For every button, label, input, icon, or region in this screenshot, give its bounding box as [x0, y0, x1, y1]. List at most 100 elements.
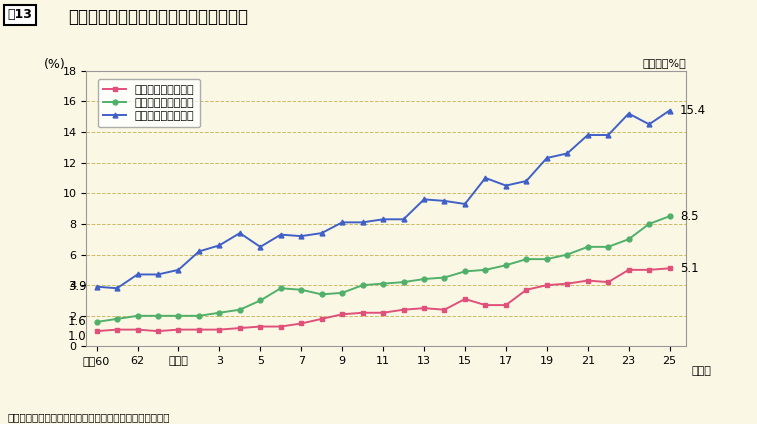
民間企業の部長相当 [297, 321, 306, 326]
Text: 図13: 図13 [8, 8, 33, 22]
民間企業の課長相当 [338, 290, 347, 296]
民間企業の係長相当 [522, 179, 531, 184]
民間企業の課長相当 [113, 316, 122, 321]
民間企業の部長相当 [256, 324, 265, 329]
民間企業の係長相当 [358, 220, 367, 225]
民間企業の係長相当 [440, 198, 449, 204]
民間企業の課長相当 [440, 275, 449, 280]
民間企業の部長相当 [133, 327, 142, 332]
Line: 民間企業の課長相当: 民間企業の課長相当 [94, 214, 672, 324]
Text: (%): (%) [45, 58, 66, 71]
Text: 1.6: 1.6 [67, 315, 86, 329]
民間企業の部長相当 [603, 279, 612, 285]
Line: 民間企業の部長相当: 民間企業の部長相当 [94, 266, 672, 334]
民間企業の係長相当 [174, 267, 183, 272]
民間企業の係長相当 [215, 243, 224, 248]
民間企業の係長相当 [195, 249, 204, 254]
民間企業の部長相当 [460, 296, 469, 301]
Line: 民間企業の係長相当: 民間企業の係長相当 [94, 108, 672, 291]
民間企業の課長相当 [562, 252, 572, 257]
民間企業の部長相当 [358, 310, 367, 315]
民間企業の部長相当 [562, 281, 572, 286]
民間企業の部長相当 [542, 283, 551, 288]
民間企業の部長相当 [113, 327, 122, 332]
民間企業の部長相当 [317, 316, 326, 321]
民間企業の課長相当 [645, 221, 654, 226]
民間企業の係長相当 [645, 122, 654, 127]
民間企業の係長相当 [297, 234, 306, 239]
Text: 3.9: 3.9 [67, 280, 86, 293]
民間企業の部長相当 [440, 307, 449, 312]
民間企業の課長相当 [522, 257, 531, 262]
民間企業の係長相当 [133, 272, 142, 277]
Legend: 民間企業の部長相当, 民間企業の課長相当, 民間企業の係長相当: 民間企業の部長相当, 民間企業の課長相当, 民間企業の係長相当 [98, 79, 200, 127]
Text: 1.0: 1.0 [67, 330, 86, 343]
民間企業の係長相当 [378, 217, 388, 222]
民間企業の部長相当 [522, 287, 531, 292]
民間企業の部長相当 [338, 312, 347, 317]
民間企業の部長相当 [235, 326, 245, 331]
Text: （単位：%）: （単位：%） [642, 58, 686, 68]
民間企業の部長相当 [583, 278, 592, 283]
Text: （注）　厚生労働省「賃金構造基本統計調査」より作成。: （注） 厚生労働省「賃金構造基本統計調査」より作成。 [8, 412, 170, 422]
民間企業の課長相当 [624, 237, 633, 242]
民間企業の係長相当 [460, 201, 469, 206]
民間企業の部長相当 [215, 327, 224, 332]
民間企業の部長相当 [92, 329, 101, 334]
民間企業の係長相当 [154, 272, 163, 277]
民間企業の係長相当 [317, 231, 326, 236]
民間企業の課長相当 [215, 310, 224, 315]
民間企業の係長相当 [665, 108, 674, 113]
民間企業の課長相当 [256, 298, 265, 303]
民間企業の部長相当 [174, 327, 183, 332]
民間企業の部長相当 [154, 329, 163, 334]
民間企業の係長相当 [562, 151, 572, 156]
Text: 役職別管理職に占める女性の割合の推移: 役職別管理職に占める女性の割合の推移 [68, 8, 248, 26]
民間企業の係長相当 [92, 284, 101, 289]
民間企業の課長相当 [603, 244, 612, 249]
民間企業の係長相当 [501, 183, 510, 188]
民間企業の課長相当 [276, 286, 285, 291]
民間企業の課長相当 [481, 267, 490, 272]
民間企業の部長相当 [665, 266, 674, 271]
民間企業の課長相当 [460, 269, 469, 274]
民間企業の係長相当 [542, 156, 551, 161]
民間企業の係長相当 [256, 244, 265, 249]
民間企業の課長相当 [665, 214, 674, 219]
民間企業の係長相当 [399, 217, 408, 222]
民間企業の課長相当 [583, 244, 592, 249]
民間企業の部長相当 [195, 327, 204, 332]
民間企業の課長相当 [133, 313, 142, 318]
民間企業の係長相当 [113, 286, 122, 291]
民間企業の部長相当 [378, 310, 388, 315]
Text: （年）: （年） [692, 366, 712, 376]
民間企業の部長相当 [399, 307, 408, 312]
民間企業の部長相当 [481, 303, 490, 308]
民間企業の課長相当 [92, 319, 101, 324]
民間企業の係長相当 [276, 232, 285, 237]
民間企業の課長相当 [419, 276, 428, 282]
民間企業の課長相当 [317, 292, 326, 297]
民間企業の課長相当 [235, 307, 245, 312]
民間企業の課長相当 [297, 287, 306, 292]
民間企業の部長相当 [624, 267, 633, 272]
民間企業の部長相当 [501, 303, 510, 308]
民間企業の課長相当 [399, 279, 408, 285]
民間企業の部長相当 [419, 306, 428, 311]
民間企業の係長相当 [583, 132, 592, 137]
民間企業の係長相当 [603, 132, 612, 137]
民間企業の係長相当 [338, 220, 347, 225]
民間企業の課長相当 [154, 313, 163, 318]
Text: 8.5: 8.5 [680, 210, 699, 223]
民間企業の部長相当 [645, 267, 654, 272]
Text: 15.4: 15.4 [680, 104, 706, 117]
民間企業の部長相当 [276, 324, 285, 329]
民間企業の課長相当 [542, 257, 551, 262]
民間企業の課長相当 [174, 313, 183, 318]
民間企業の課長相当 [195, 313, 204, 318]
民間企業の係長相当 [419, 197, 428, 202]
民間企業の係長相当 [624, 111, 633, 116]
民間企業の係長相当 [481, 176, 490, 181]
民間企業の課長相当 [378, 281, 388, 286]
Text: 5.1: 5.1 [680, 262, 699, 275]
